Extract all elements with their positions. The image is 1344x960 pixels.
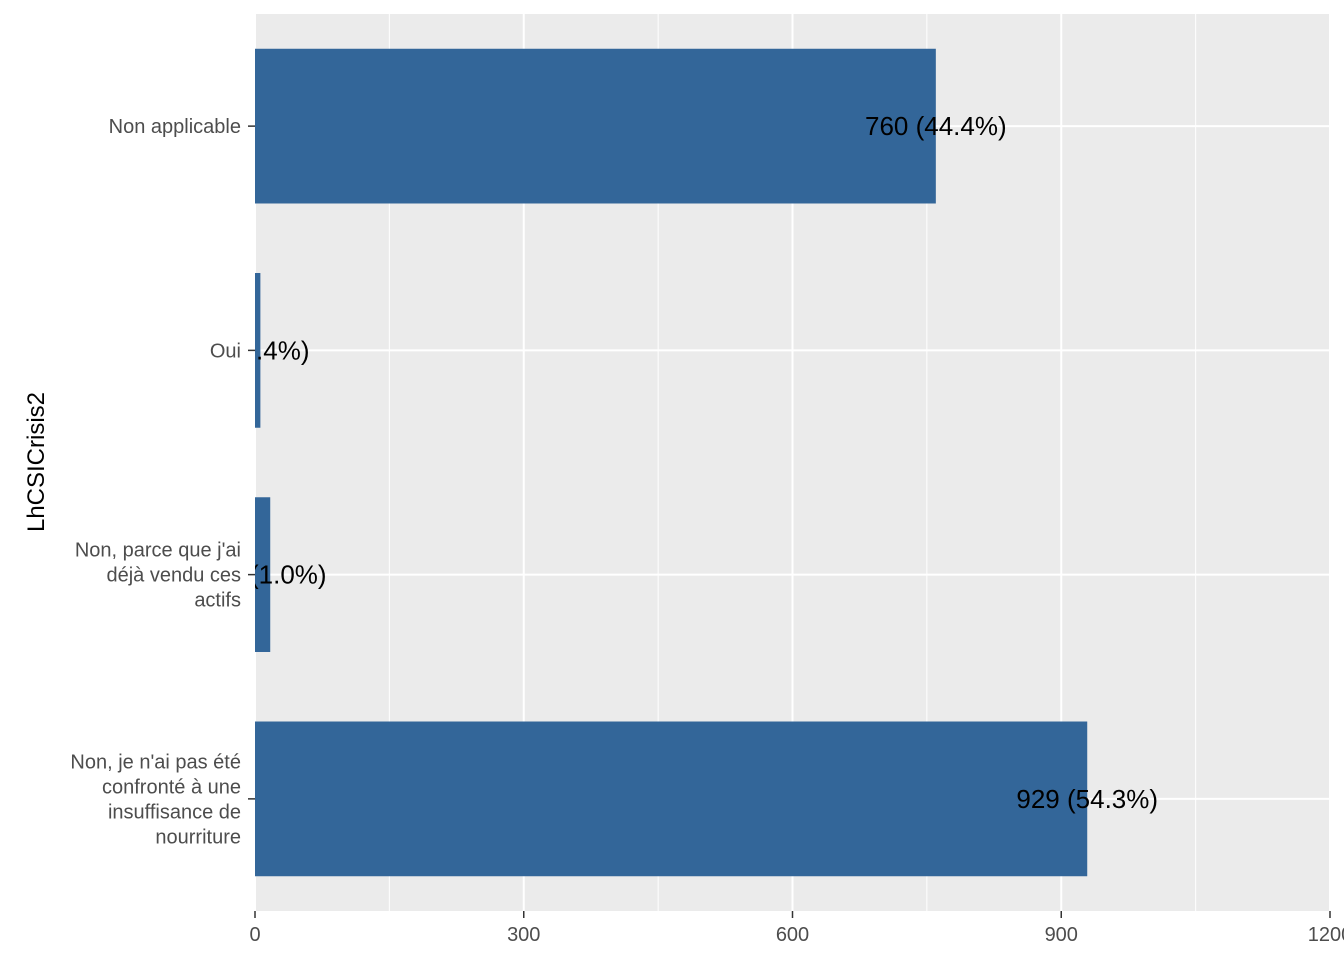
- y-tick-label: Non applicable: [109, 116, 241, 138]
- y-tick-label: Non, parce que j'ai déjà vendu ces actifs: [75, 540, 241, 612]
- x-tick-label: 1200: [1308, 924, 1344, 946]
- data-label: 17 (1.0%): [214, 560, 327, 590]
- bars: [255, 48, 1088, 877]
- x-tick-label: 300: [507, 924, 540, 946]
- y-tick-label: Non, je n'ai pas été confronté à une insuf…: [70, 751, 241, 848]
- data-label: 929 (54.3%): [1016, 784, 1158, 814]
- bar: [255, 721, 1088, 877]
- x-axis: 0 300 600 900 1200: [249, 911, 1344, 946]
- bar: [255, 497, 271, 652]
- x-tick-label: 900: [1045, 924, 1078, 946]
- x-tick-label: 600: [776, 924, 809, 946]
- data-labels: 760 (44.4%) 6 (0.4%) 17 (1.0%) 929 (54.3%): [211, 111, 1158, 814]
- data-label: 6 (0.4%): [211, 335, 309, 365]
- data-label: 760 (44.4%): [865, 111, 1007, 141]
- y-tick-label: Oui: [210, 340, 241, 362]
- bar: [255, 48, 936, 204]
- y-axis-title: LhCSICrisis2: [23, 392, 50, 532]
- y-axis: Non applicable Oui Non, parce que j'ai déjà…: [70, 116, 255, 848]
- bar: [255, 273, 261, 428]
- x-tick-label: 0: [249, 924, 260, 946]
